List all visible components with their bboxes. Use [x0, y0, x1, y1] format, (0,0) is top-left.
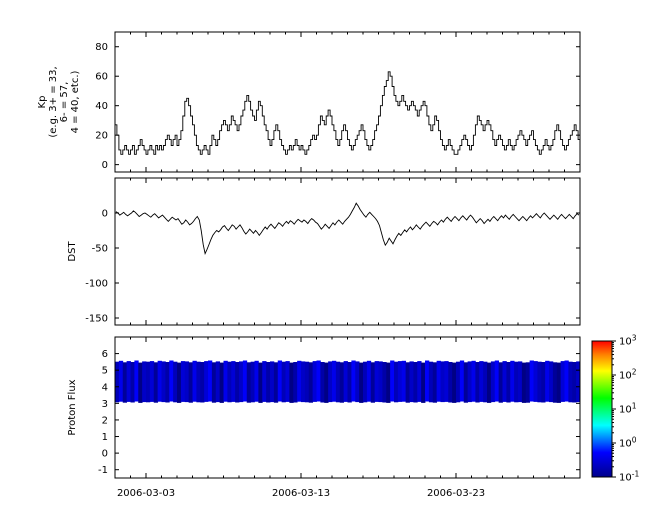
colorbar-gradient [591, 340, 613, 478]
ytick-label: 4 [102, 382, 108, 393]
kp-panel-yticks [115, 46, 580, 166]
kp-panel-xticks [130, 32, 565, 172]
ytick-label: 80 [95, 42, 108, 53]
xtick-labels: 2006-03-03 2006-03-13 2006-03-23 [117, 488, 485, 499]
colorbar-tick-label: 103 [619, 334, 637, 348]
ytick-label: 6 [102, 349, 108, 360]
proton-panel-background [115, 337, 580, 478]
dst-panel-background [115, 178, 580, 325]
kp-panel-ylabel: Kp(e.g. 3+ = 33,6- = 57,4 = 40, etc.) [37, 66, 81, 137]
ytick-label: 1 [102, 432, 108, 443]
ytick-label: 0 [102, 449, 108, 460]
ytick-label: 3 [102, 399, 108, 410]
ytick-label: -1 [98, 465, 108, 476]
colorbar-tick-label: 10-1 [619, 470, 639, 484]
ytick-label: 5 [102, 366, 108, 377]
proton-band [115, 360, 581, 403]
ytick-label: -100 [85, 279, 108, 290]
ytick-label: 60 [95, 72, 108, 83]
colorbar-tick-label: 100 [619, 436, 637, 450]
proton-panel: -1 0 1 2 3 4 5 6 Proton Flux [67, 336, 581, 479]
proton-panel-xticks [130, 337, 565, 478]
colorbar: 10-1 100 101 102 103 [591, 334, 639, 484]
kp-panel-series [115, 71, 580, 155]
ytick-label: 40 [95, 101, 108, 112]
dst-panel-ylabel: DST [67, 241, 78, 262]
dst-panel-yticks [115, 212, 580, 319]
colorbar-tick-labels: 10-1 100 101 102 103 [619, 334, 639, 484]
xtick-label: 2006-03-23 [427, 488, 485, 499]
ytick-label: 0 [102, 160, 108, 171]
dst-panel: 0 -50 -100 -150 DST [67, 177, 581, 326]
ytick-label: 20 [95, 131, 108, 142]
colorbar-ticks [612, 340, 616, 478]
ytick-label: 2 [102, 415, 108, 426]
proton-panel-yticks [115, 353, 580, 471]
ytick-label: 0 [102, 209, 108, 220]
xtick-label: 2006-03-13 [272, 488, 330, 499]
dst-panel-series [115, 202, 580, 256]
xtick-label: 2006-03-03 [117, 488, 175, 499]
colorbar-tick-label: 102 [619, 368, 637, 382]
ytick-label: -150 [85, 314, 108, 325]
proton-panel-ylabel: Proton Flux [67, 379, 78, 435]
ytick-label: -50 [92, 244, 108, 255]
dst-panel-xticks [130, 178, 565, 325]
kp-panel-ytick-labels: 0 20 40 60 80 [95, 42, 108, 171]
dst-panel-ytick-labels: 0 -50 -100 -150 [85, 209, 108, 325]
colorbar-tick-label: 101 [619, 402, 637, 416]
proton-panel-ytick-labels: -1 0 1 2 3 4 5 6 [98, 349, 108, 476]
kp-panel: 0 20 40 60 80 Kp(e.g. 3+ = 33,6- = 57,4 = 40,… [37, 31, 581, 173]
kp-panel-background [115, 32, 580, 172]
